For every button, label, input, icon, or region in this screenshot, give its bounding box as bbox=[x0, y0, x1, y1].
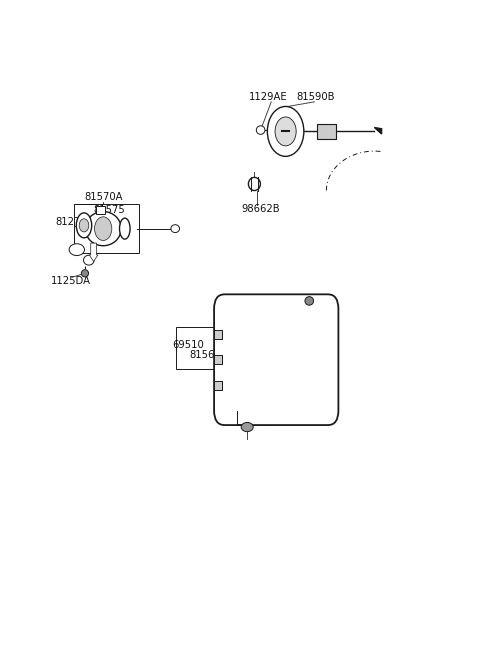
Circle shape bbox=[79, 219, 89, 232]
Text: 81275: 81275 bbox=[55, 217, 87, 227]
Circle shape bbox=[275, 117, 296, 146]
Ellipse shape bbox=[241, 422, 253, 432]
Ellipse shape bbox=[69, 244, 84, 256]
Bar bbox=[214, 355, 222, 364]
Bar bbox=[74, 204, 139, 253]
Text: 1129A0: 1129A0 bbox=[234, 419, 272, 428]
Bar bbox=[96, 206, 105, 214]
FancyBboxPatch shape bbox=[214, 294, 338, 425]
Ellipse shape bbox=[249, 177, 260, 191]
Bar bbox=[214, 380, 222, 390]
Bar bbox=[214, 330, 222, 339]
Ellipse shape bbox=[171, 225, 180, 233]
Text: 81570A: 81570A bbox=[84, 193, 122, 202]
Text: 81575: 81575 bbox=[94, 205, 125, 215]
Text: 98662B: 98662B bbox=[241, 204, 279, 214]
Text: 87551: 87551 bbox=[247, 325, 279, 335]
Text: 1125DA: 1125DA bbox=[50, 276, 90, 286]
Ellipse shape bbox=[81, 269, 88, 277]
Bar bbox=[317, 124, 336, 139]
Text: 81561: 81561 bbox=[190, 350, 221, 360]
Polygon shape bbox=[374, 127, 382, 134]
Bar bbox=[176, 327, 234, 369]
Ellipse shape bbox=[85, 212, 121, 246]
Ellipse shape bbox=[256, 126, 265, 135]
Ellipse shape bbox=[305, 296, 313, 306]
Text: 81590B: 81590B bbox=[297, 92, 335, 102]
Ellipse shape bbox=[120, 218, 130, 239]
Ellipse shape bbox=[84, 256, 94, 265]
Circle shape bbox=[267, 106, 304, 156]
Text: 69510: 69510 bbox=[172, 340, 204, 350]
FancyArrow shape bbox=[89, 243, 98, 261]
Circle shape bbox=[95, 217, 112, 240]
Ellipse shape bbox=[76, 213, 92, 238]
Text: 1129AE: 1129AE bbox=[249, 92, 287, 102]
